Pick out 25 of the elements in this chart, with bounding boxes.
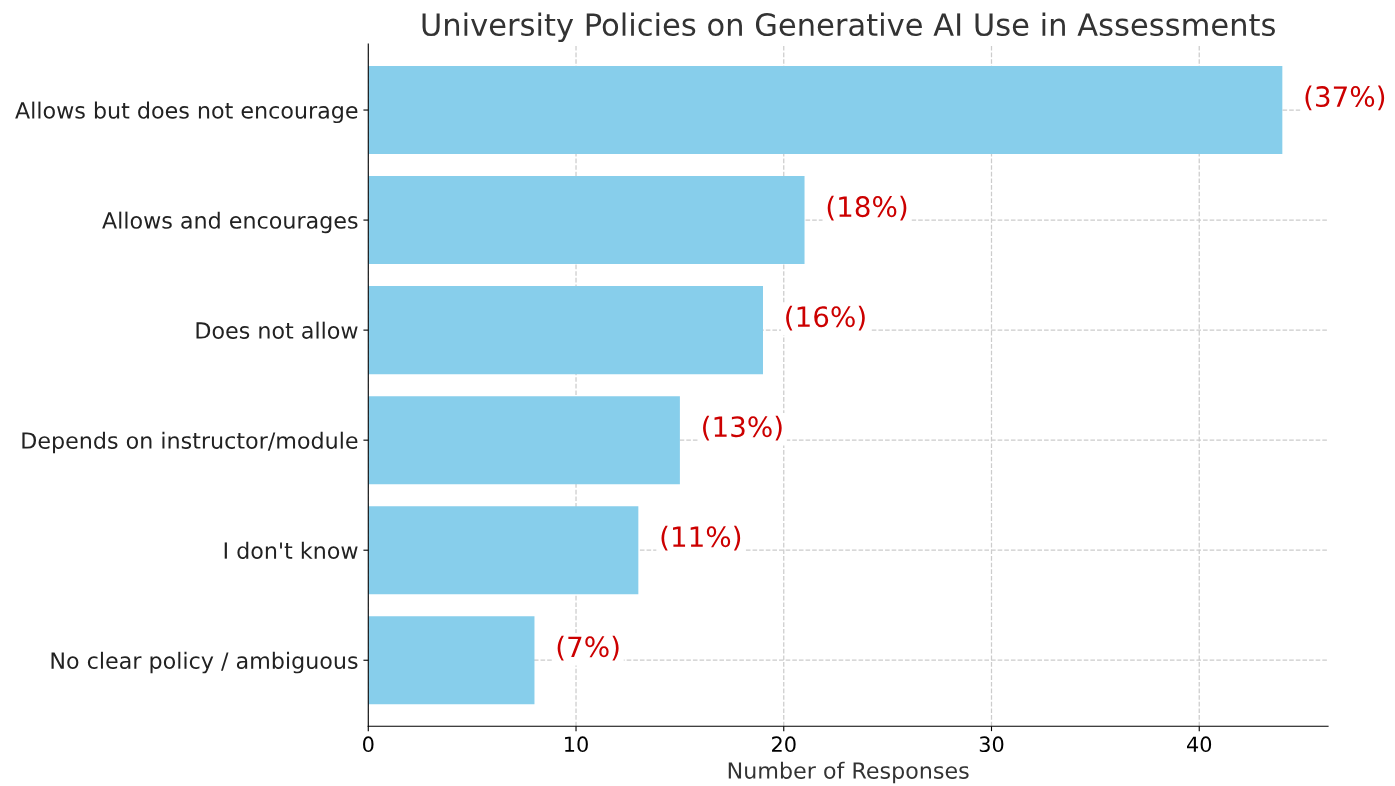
y-tick-label: I don't know (224, 541, 358, 559)
y-tick-label: Allows but does not encourage (15, 101, 358, 124)
annotation: (16%) (786, 305, 865, 331)
x-tick-label: 40 (1187, 736, 1212, 753)
x-tick-label: 30 (979, 736, 1004, 753)
annotation: (13%) (703, 415, 782, 441)
bar (368, 286, 763, 375)
x-tick-label: 10 (565, 736, 588, 753)
y-tick-label: No clear policy / ambiguous (51, 651, 358, 674)
x-tick-label: 20 (772, 736, 796, 753)
bar (368, 616, 535, 705)
annotation: (7%) (557, 635, 619, 661)
bar (368, 66, 1283, 155)
y-tick-label: Depends on instructor/module (22, 431, 358, 454)
annotation: (11%) (661, 525, 741, 551)
chart-title: University Policies on Generative AI Use in Assessments (422, 12, 1275, 43)
x-axis-title: Number of Responses (728, 761, 969, 784)
y-tick-label: Allows and encourages (102, 211, 358, 234)
bar (368, 176, 805, 265)
y-tick-label: Does not allow (196, 321, 358, 339)
x-tick-label: 0 (363, 736, 374, 753)
annotation: (18%) (827, 195, 907, 221)
bar (368, 396, 680, 485)
bar (368, 506, 639, 595)
annotation: (37%) (1305, 85, 1385, 111)
